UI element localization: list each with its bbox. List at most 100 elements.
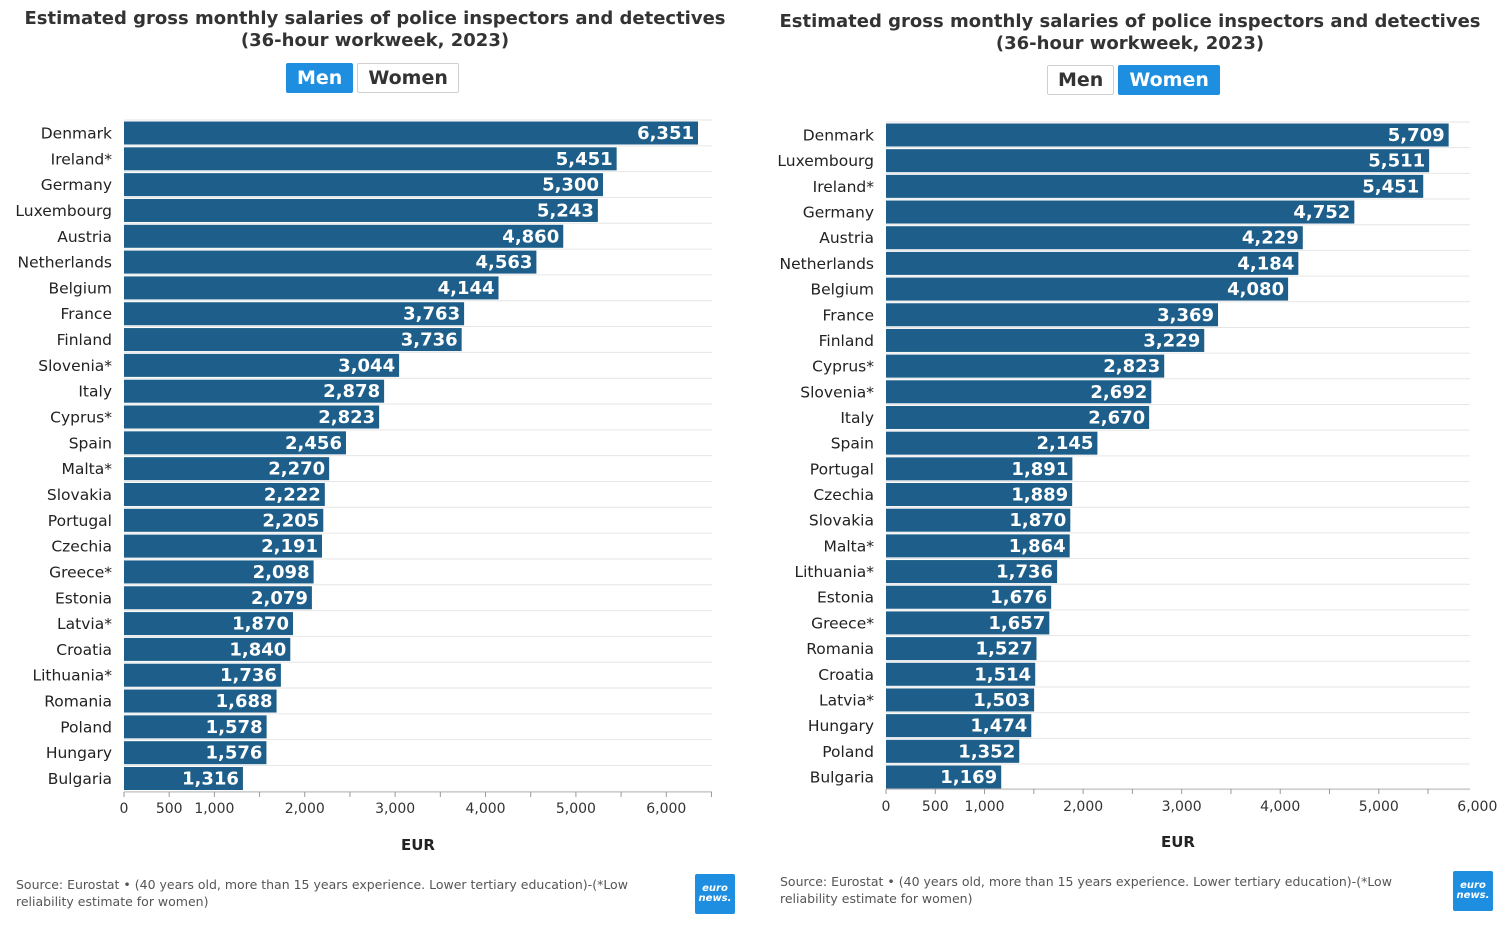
bar [886,354,1165,378]
category-label: Latvia* [819,691,874,709]
x-tick-label: 1,000 [965,799,1005,815]
men-toggle-button[interactable]: Men [286,63,354,93]
bar [124,534,323,558]
category-label: Romania [44,693,112,711]
bar [886,739,1020,763]
bar-value-label: 5,243 [537,200,594,221]
category-label: Finland [57,331,112,349]
bar [886,585,1052,609]
bar [124,173,604,197]
bar [886,534,1070,558]
category-label: Austria [57,228,112,246]
bar-value-label: 5,451 [556,149,613,170]
category-label: Austria [819,229,874,247]
bar-chart-women: 5,709 Denmark 5,511 Luxembourg 5,451 Ireland*… [777,121,1497,851]
x-tick-label: 2,000 [285,801,325,817]
bar-value-label: 1,736 [996,562,1053,583]
x-tick-label: 0 [120,801,129,817]
women-toggle-button[interactable]: Women [357,63,459,93]
logo-line-2: news. [698,893,732,904]
category-label: Croatia [818,666,874,684]
bar [124,328,462,352]
category-label: Poland [60,718,112,736]
category-label: Denmark [803,127,874,145]
bar [124,612,294,636]
category-label: Bulgaria [48,770,112,788]
category-label: Slovenia* [800,383,874,401]
bar [124,457,330,481]
bar-value-label: 2,079 [251,588,308,609]
category-label: Hungary [46,744,112,762]
category-label: Lithuania* [794,563,874,581]
category-label: Luxembourg [15,202,112,220]
category-label: Estonia [817,589,874,607]
chart-title: Estimated gross monthly salaries of poli… [24,8,726,51]
bar [124,482,325,506]
bar-value-label: 4,184 [1237,253,1294,274]
bar [886,457,1073,481]
bar [124,663,281,687]
bar [886,226,1303,250]
bar-value-label: 4,229 [1242,228,1299,249]
category-label: Ireland* [51,150,113,168]
bar [886,637,1037,661]
category-label: Germany [41,176,112,194]
bar-value-label: 1,316 [182,769,239,790]
category-label: Portugal [48,512,112,530]
logo-line-1: euro [702,883,728,894]
bar-value-label: 2,270 [268,459,325,480]
bar-value-label: 4,144 [438,278,495,299]
bar-value-label: 2,692 [1090,382,1147,403]
bar-value-label: 4,752 [1293,202,1350,223]
bar-value-label: 2,670 [1088,407,1145,428]
category-label: Czechia [813,486,874,504]
bar-value-label: 1,576 [206,743,263,764]
bar-value-label: 5,709 [1388,125,1445,146]
bar [886,688,1035,712]
category-label: Lithuania* [32,667,112,685]
women-toggle-button[interactable]: Women [1118,65,1220,95]
bar [124,405,380,429]
bar [886,714,1032,738]
category-label: Denmark [41,125,112,143]
bar-value-label: 1,864 [1009,536,1066,557]
category-label: France [822,306,874,324]
category-label: Malta* [61,460,112,478]
gender-toggle: Men Women [286,63,459,93]
men-toggle-button[interactable]: Men [1047,65,1115,95]
x-tick-label: 0 [882,799,891,815]
x-tick-label: 2,000 [1063,799,1103,815]
bar [124,379,385,403]
bar [124,715,267,739]
bar [886,431,1098,455]
bar-value-label: 1,870 [232,614,289,635]
bar [886,123,1449,147]
bar-value-label: 1,688 [216,691,273,712]
bar-value-label: 1,474 [970,716,1027,737]
bar [886,200,1355,224]
bar-value-label: 5,511 [1368,151,1425,172]
category-label: Germany [803,204,874,222]
category-label: Greece* [811,614,874,632]
x-tick-label: 6,000 [646,801,686,817]
bar [886,380,1152,404]
bar-value-label: 2,145 [1036,433,1093,454]
category-label: Cyprus* [812,358,874,376]
bar-chart-men: 6,351 Denmark 5,451 Ireland* 5,300 Germany 5,2… [15,119,712,854]
bar [124,353,400,377]
bar [124,198,598,222]
bar-value-label: 2,456 [285,433,342,454]
gridlines [886,121,1470,791]
chart-panel-men: Estimated gross monthly salaries of poli… [15,8,735,914]
x-tick-label: 5,000 [1359,799,1399,815]
bar-value-label: 2,098 [253,562,310,583]
bar [886,611,1050,635]
bar-value-label: 2,222 [264,484,321,505]
source-note: Source: Eurostat • (40 years old, more t… [780,874,1392,906]
bar [124,689,277,713]
category-label: Ireland* [813,178,875,196]
bar-value-label: 1,503 [973,690,1030,711]
bar [886,277,1289,301]
bar [124,147,617,171]
bar-value-label: 5,300 [542,175,599,196]
